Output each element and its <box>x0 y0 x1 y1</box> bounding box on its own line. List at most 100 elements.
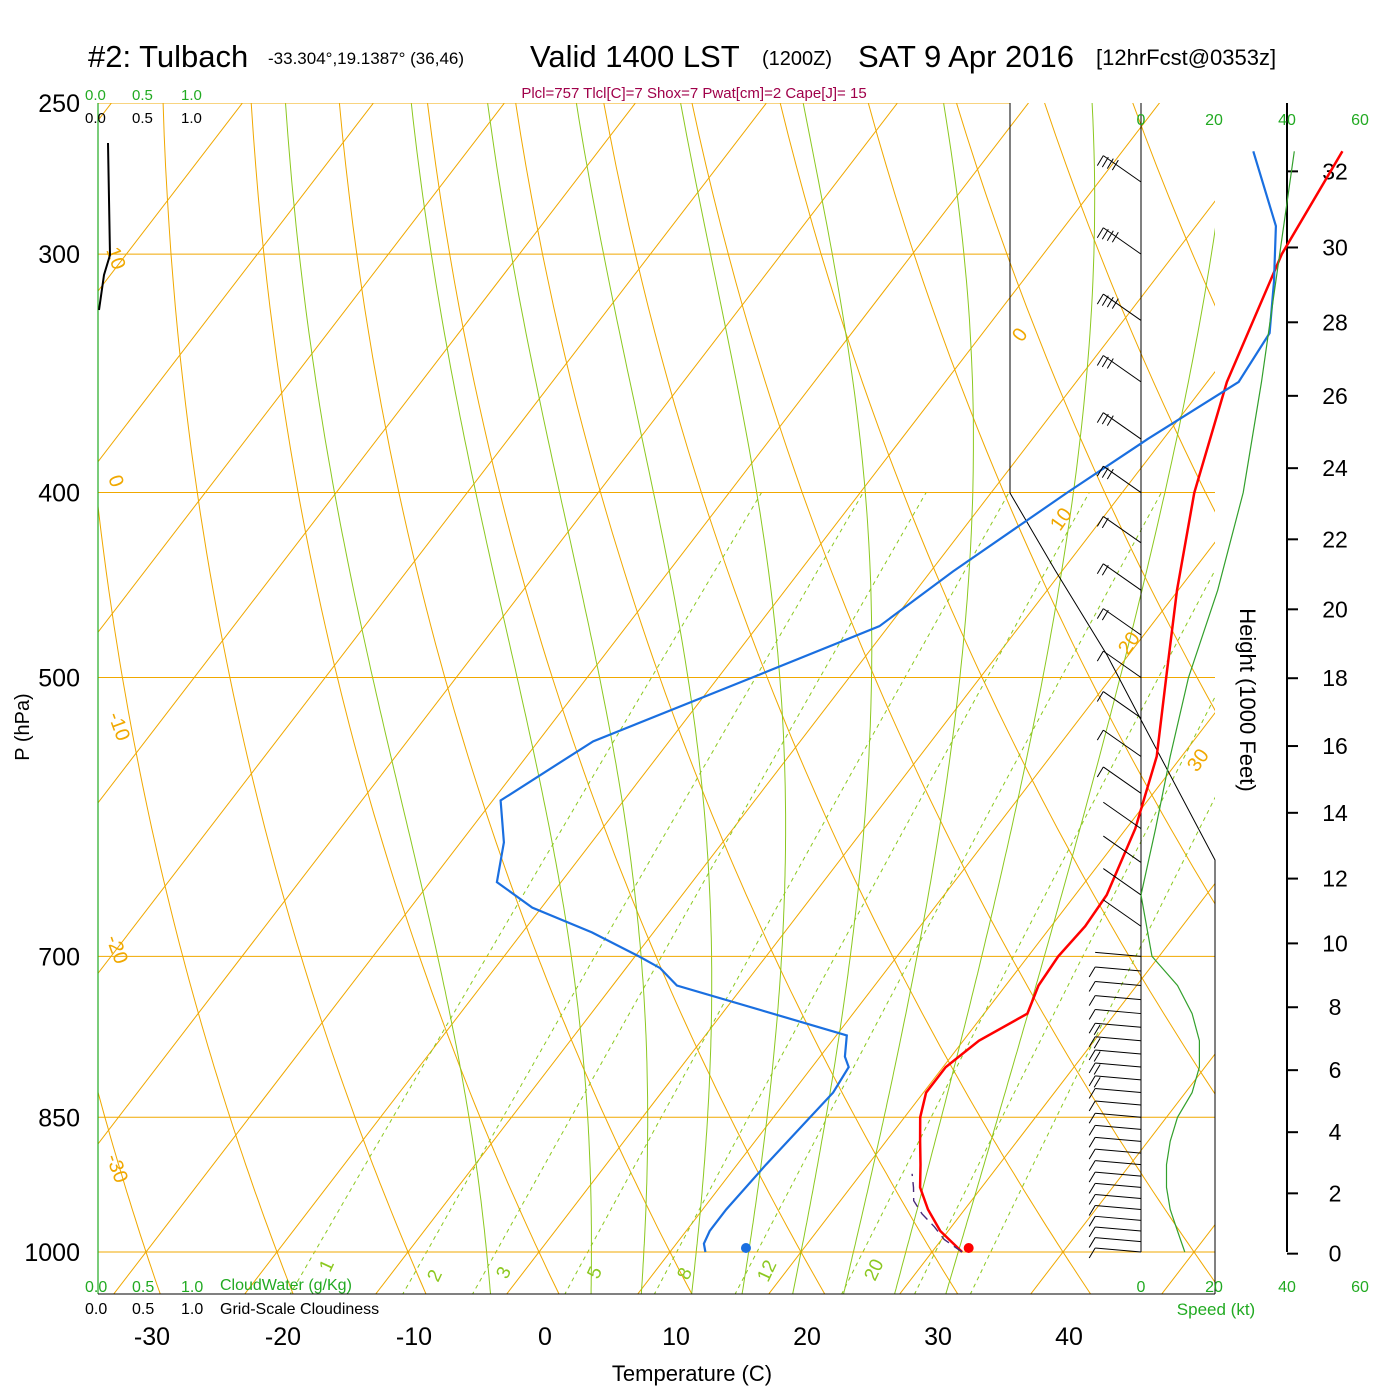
dry-adiabat <box>1044 103 1215 513</box>
wind-barb-flag <box>1096 465 1104 477</box>
wind-barb-staff <box>1095 1049 1142 1055</box>
cloud-water-scale-bottom: 0.0 0.5 1.0 CloudWater (g/Kg) 0.0 0.5 1.… <box>85 1277 379 1318</box>
wind-barb <box>1095 951 1142 957</box>
pressure-tick-label: 1000 <box>24 1239 80 1267</box>
wind-barb-flag <box>1088 1062 1096 1074</box>
isotherm-line <box>98 103 637 804</box>
mixing-ratio-line <box>653 492 1090 1294</box>
wind-barb <box>1096 412 1142 440</box>
wind-barb <box>1088 1088 1142 1099</box>
wind-barb <box>1088 1124 1142 1136</box>
temperature-tick-label: 30 <box>924 1323 952 1351</box>
mixing-ratio-label: 8 <box>673 1265 697 1283</box>
wind-barb <box>1103 899 1142 927</box>
moist-adiabat <box>843 103 974 1294</box>
height-tick-label: 6 <box>1329 1057 1342 1083</box>
wind-barb-flag <box>1101 295 1109 306</box>
pressure-tick-label: 700 <box>38 943 80 971</box>
wind-barb <box>1096 516 1142 544</box>
wind-barb-flag <box>1096 355 1104 366</box>
height-tick-label: 28 <box>1322 309 1348 335</box>
isotherm-line <box>0 69 6 1319</box>
cloud-water-tick: 0.5 <box>132 1279 154 1296</box>
parcel-path <box>911 1173 963 1253</box>
dry-adiabat <box>98 1090 161 1294</box>
wind-barb-flag <box>1096 650 1104 662</box>
wind-barb <box>1088 1062 1142 1075</box>
cloud-cover-tick: 1.0 <box>181 110 202 127</box>
height-tick-label: 4 <box>1329 1119 1342 1145</box>
wind-barb-staff <box>1095 1194 1142 1200</box>
wind-barb-staff <box>1103 155 1142 183</box>
wind-barb <box>1096 729 1142 757</box>
wind-barb-flag <box>1096 155 1104 166</box>
pressure-tick-label: 500 <box>38 665 80 693</box>
dry-adiabat <box>338 103 693 1294</box>
mixing-ratio-line <box>564 492 1010 1294</box>
wind-barb-staff <box>1095 980 1142 986</box>
stability-indices: Plcl=757 Tlcl[C]=7 Shox=7 Pwat[cm]=2 Cap… <box>521 85 866 102</box>
dry-adiabat <box>955 103 1215 712</box>
wind-barb-flag <box>1106 358 1114 369</box>
speed-tick: 60 <box>1351 1279 1369 1296</box>
dry-adiabat <box>250 103 560 1294</box>
wind-barb-staff <box>1095 1182 1142 1188</box>
isotherm-line <box>98 103 899 1145</box>
cloud-water-tick: 0.0 <box>85 1279 107 1296</box>
x-axis-title: Temperature (C) <box>612 1361 772 1386</box>
wind-barb-staff <box>1095 951 1142 957</box>
wind-barb <box>1088 1204 1142 1216</box>
wind-barb <box>1088 1009 1142 1020</box>
wind-barb-staff <box>1103 465 1142 493</box>
cloud-cover-label: Grid-Scale Cloudiness <box>220 1301 379 1318</box>
isotherm-label: -30 <box>101 1151 132 1186</box>
isotherm-label: 0 <box>103 472 127 490</box>
wind-barb-flag <box>1088 1247 1096 1259</box>
moist-adiabat <box>945 227 1215 1294</box>
height-tick-label: 14 <box>1322 800 1348 826</box>
station-coords: -33.304°,19.1387° (36,46) <box>268 49 464 68</box>
wind-barb-staff <box>1095 1100 1142 1106</box>
wind-barb-staff <box>1103 516 1142 544</box>
height-tick-label: 16 <box>1322 733 1348 759</box>
height-tick-label: 24 <box>1322 455 1348 481</box>
speed-axis-label: Speed (kt) <box>1177 1300 1255 1319</box>
wind-barb-flag <box>1088 981 1096 992</box>
wind-barb-staff <box>1095 1171 1142 1177</box>
mixing-ratio-line <box>914 695 1215 1294</box>
wind-barb <box>1088 1182 1142 1194</box>
isotherm-line <box>98 103 375 463</box>
pressure-tick-label: 400 <box>38 480 80 508</box>
wind-barb <box>1096 766 1142 794</box>
wind-barb <box>1088 995 1142 1006</box>
height-tick-label: 18 <box>1322 665 1348 691</box>
wind-barb <box>1096 563 1142 591</box>
wind-barb <box>1103 868 1142 896</box>
dry-adiabat <box>98 501 294 1294</box>
speed-axis-top: 0 20 40 60 <box>1137 112 1369 129</box>
wind-barb-staff <box>1095 1022 1142 1028</box>
speed-tick: 40 <box>1278 1279 1296 1296</box>
dewpoint-profile <box>495 150 1278 1253</box>
cloud-cover-tick: 0.5 <box>132 1301 154 1318</box>
wind-barb-flag <box>1101 565 1109 576</box>
temperature-tick-label: -30 <box>134 1323 170 1351</box>
speed-tick: 60 <box>1351 112 1369 129</box>
mixing-ratio-line <box>289 492 762 1294</box>
wind-barb-staff <box>1095 1148 1142 1154</box>
wind-barb-flag <box>1096 516 1104 527</box>
wind-barb-staff <box>1095 1124 1142 1130</box>
wind-barb <box>1088 1194 1142 1205</box>
isotherm-line <box>98 103 506 634</box>
cloud-water-scale-top: 0.0 0.5 1.0 0.0 0.5 1.0 <box>85 87 202 127</box>
wind-barb-flag <box>1088 1194 1096 1205</box>
pressure-tick-label: 250 <box>38 90 80 118</box>
mixing-ratio-label: 1 <box>315 1257 339 1275</box>
wind-barb-flag <box>1088 1171 1096 1183</box>
wind-barb-staff <box>1095 966 1142 972</box>
wind-barb <box>1088 1136 1142 1148</box>
wind-barb-flag <box>1106 468 1114 480</box>
wind-barb-flag <box>1101 413 1109 425</box>
moist-adiabat <box>792 103 873 1294</box>
